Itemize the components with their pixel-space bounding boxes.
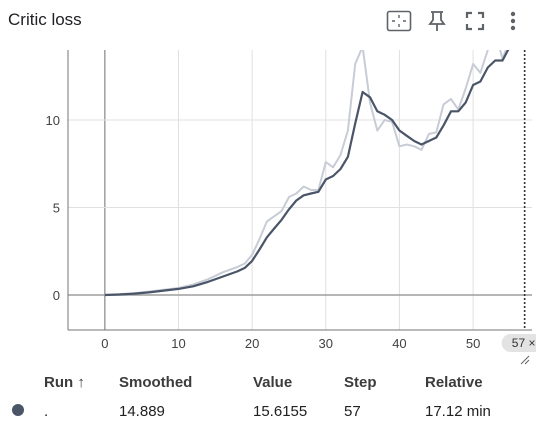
y-tick-label: 0 (53, 288, 60, 303)
step-column-header[interactable]: Step (344, 373, 377, 391)
x-tick-label: 40 (392, 336, 406, 351)
fit-domain-icon (386, 10, 412, 32)
fullscreen-button[interactable] (456, 4, 494, 38)
step-value: 57 (344, 402, 361, 420)
run-column-header[interactable]: Run ↑ (44, 373, 85, 391)
resize-handle-icon[interactable] (520, 355, 530, 365)
smoothed-column-header[interactable]: Smoothed (119, 373, 193, 391)
chart-tick-labels: 0 10 20 30 40 50 0 5 10 (46, 113, 481, 351)
smoothed-series-line (104, 50, 510, 297)
y-tick-label: 10 (46, 113, 60, 128)
smoothed-value: 14.889 (119, 402, 165, 420)
more-options-button[interactable] (494, 4, 532, 38)
raw-series-line (104, 50, 507, 296)
table-row: . 14.889 15.6155 57 17.12 min (0, 396, 536, 426)
chart[interactable]: 0 10 20 30 40 50 0 5 10 57 × (0, 0, 536, 368)
runs-table: Run ↑ Smoothed Value Step Relative . 14.… (0, 368, 536, 426)
x-tick-label: 30 (319, 336, 333, 351)
panel-toolbar (380, 4, 532, 38)
fit-domain-button[interactable] (380, 4, 418, 38)
run-name: . (44, 402, 49, 420)
step-marker[interactable]: 57 × (501, 50, 536, 365)
chart-series (104, 50, 510, 297)
x-tick-label: 10 (171, 336, 185, 351)
step-chip[interactable] (501, 334, 536, 352)
y-tick-label: 5 (53, 201, 60, 216)
panel-title: Critic loss (8, 10, 82, 29)
x-tick-label: 0 (101, 336, 108, 351)
table-header-row: Run ↑ Smoothed Value Step Relative (0, 368, 536, 396)
pin-icon (428, 11, 446, 31)
pin-button[interactable] (418, 4, 456, 38)
chart-axes (67, 50, 532, 331)
run-color-swatch (12, 403, 24, 416)
x-tick-label: 20 (245, 336, 259, 351)
relative-column-header[interactable]: Relative (425, 373, 483, 391)
raw-value: 15.6155 (253, 402, 308, 420)
step-chip-label: 57 × (512, 336, 536, 350)
value-column-header[interactable]: Value (253, 373, 293, 391)
more-vert-icon (510, 11, 516, 31)
x-tick-label: 50 (466, 336, 480, 351)
fullscreen-icon (465, 11, 485, 31)
chart-grid (68, 50, 532, 330)
relative-time: 17.12 min (425, 402, 491, 420)
